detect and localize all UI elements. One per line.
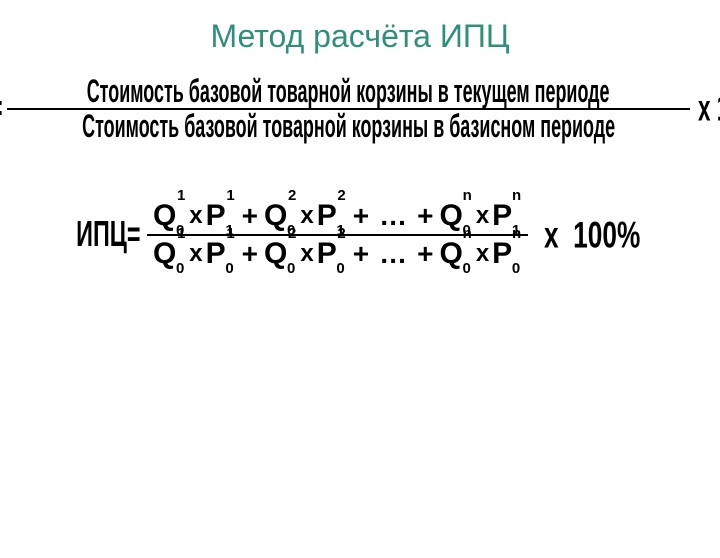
plus-op: +: [242, 200, 258, 232]
superscript: 1: [226, 226, 234, 241]
formula2-denominator: Q10хP10+Q20хP20+…+Qn0хPn0: [147, 236, 528, 272]
dots: …: [379, 200, 407, 232]
var-Q: Q20: [264, 239, 287, 269]
subscript: 0: [176, 261, 184, 276]
superscript: 2: [337, 226, 345, 241]
times-op: х: [476, 202, 489, 230]
times-op: х: [189, 202, 202, 230]
var-Q: Qn0: [439, 201, 462, 231]
formula2-multiplier: х 100%: [544, 214, 640, 257]
var-P: P10: [206, 239, 226, 269]
superscript: n: [512, 226, 521, 241]
formula1-multiplier: х 100%: [698, 88, 720, 131]
var-P: P21: [317, 201, 337, 231]
mult-val: 100%: [573, 214, 640, 255]
formula1-denominator: Стоимость базовой товарной корзины в баз…: [82, 103, 615, 149]
page-title: Метод расчёта ИПЦ: [0, 18, 720, 55]
var-P: Pn1: [492, 201, 512, 231]
plus-op: +: [417, 238, 433, 270]
superscript: 2: [337, 188, 345, 203]
formula2-fraction: Q10хP11+Q20хP21+…+Qn0хPn1 Q10хP10+Q20хP2…: [147, 198, 528, 272]
var-Q: Q20: [264, 201, 287, 231]
subscript: 0: [287, 261, 295, 276]
formula1-fraction: Стоимость базовой товарной корзины в тек…: [7, 75, 690, 143]
subscript: 0: [336, 261, 344, 276]
formula-symbolic: ИПЦ= Q10хP11+Q20хP21+…+Qn0хPn1 Q10хP10+Q…: [0, 198, 720, 272]
formula1-lhs: ИПЦ=: [0, 88, 3, 131]
superscript: 2: [288, 188, 296, 203]
superscript: 1: [177, 188, 185, 203]
times-op: х: [189, 240, 202, 268]
times-op: х: [300, 202, 313, 230]
plus-op: +: [353, 200, 369, 232]
superscript: 1: [177, 226, 185, 241]
formula-verbal: ИПЦ= Стоимость базовой товарной корзины …: [0, 75, 720, 143]
superscript: 2: [288, 226, 296, 241]
superscript: n: [463, 226, 472, 241]
subscript: 0: [512, 261, 520, 276]
plus-op: +: [417, 200, 433, 232]
superscript: 1: [226, 188, 234, 203]
var-P: P11: [206, 201, 226, 231]
var-Q: Q10: [153, 239, 176, 269]
var-Q: Qn0: [439, 239, 462, 269]
subscript: 0: [225, 261, 233, 276]
dots: …: [379, 238, 407, 270]
formula2-lhs: ИПЦ=: [77, 215, 141, 256]
mult-x: х: [544, 214, 559, 255]
superscript: n: [512, 188, 521, 203]
subscript: 0: [462, 261, 470, 276]
plus-op: +: [242, 238, 258, 270]
superscript: n: [463, 188, 472, 203]
times-op: х: [300, 240, 313, 268]
plus-op: +: [353, 238, 369, 270]
title-text: Метод расчёта ИПЦ: [210, 18, 509, 54]
var-P: Pn0: [492, 239, 512, 269]
var-Q: Q10: [153, 201, 176, 231]
times-op: х: [476, 240, 489, 268]
var-P: P20: [317, 239, 337, 269]
